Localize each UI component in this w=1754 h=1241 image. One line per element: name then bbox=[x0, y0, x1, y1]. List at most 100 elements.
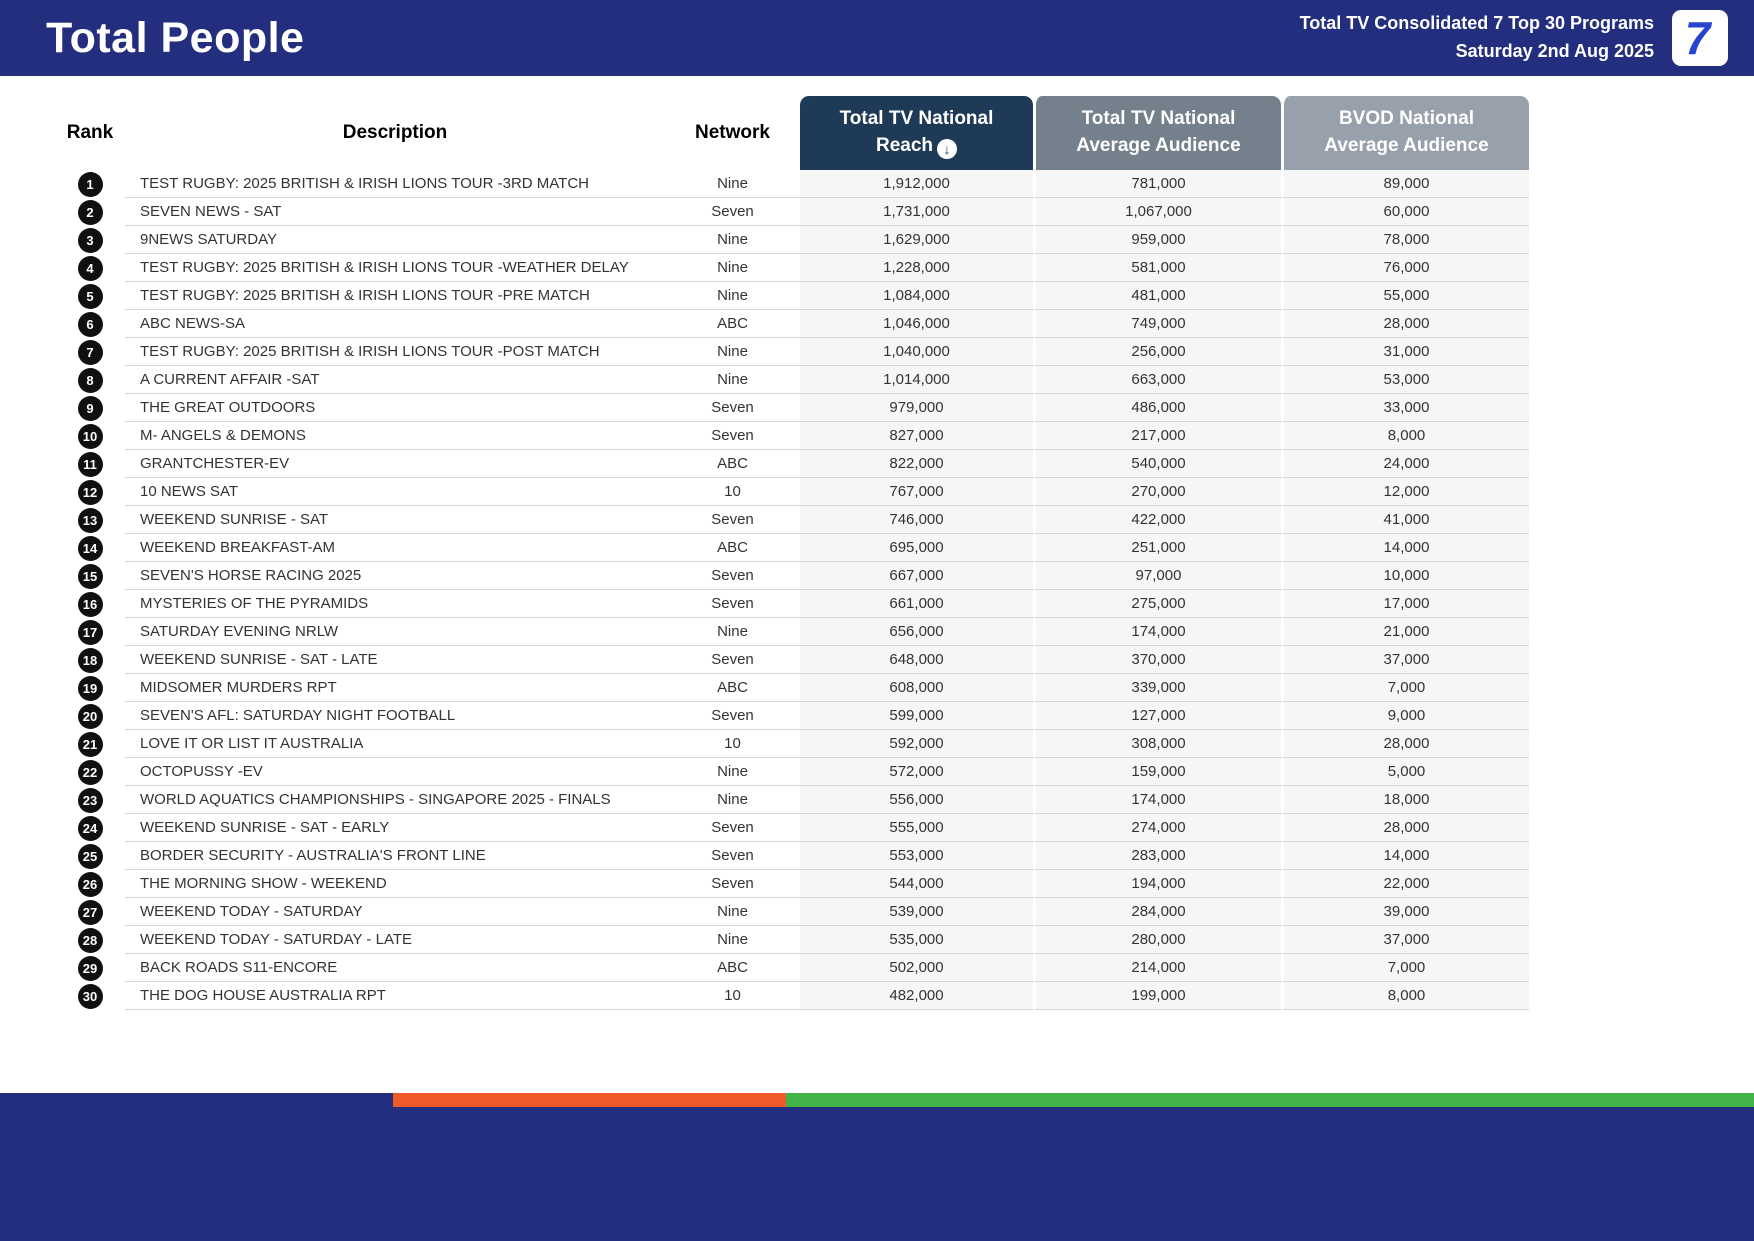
bvod-average-audience-cell: 21,000 bbox=[1281, 618, 1529, 646]
stripe-orange-segment bbox=[393, 1093, 786, 1107]
network-cell: Nine bbox=[665, 226, 800, 254]
rank-cell: 23 bbox=[55, 786, 125, 814]
total-tv-reach-cell: 1,040,000 bbox=[800, 338, 1033, 366]
top-banner: Total People Total TV Consolidated 7 Top… bbox=[0, 0, 1754, 76]
network-cell: ABC bbox=[665, 674, 800, 702]
total-tv-average-audience-cell: 486,000 bbox=[1033, 394, 1281, 422]
rank-badge: 24 bbox=[77, 815, 103, 841]
table-row: 16 MYSTERIES OF THE PYRAMIDS Seven 661,000 2… bbox=[55, 590, 1529, 618]
total-tv-reach-cell: 648,000 bbox=[800, 646, 1033, 674]
description-cell: BACK ROADS S11-ENCORE bbox=[125, 954, 665, 982]
rank-cell: 8 bbox=[55, 366, 125, 394]
network-cell: 10 bbox=[665, 730, 800, 758]
total-tv-average-audience-cell: 781,000 bbox=[1033, 170, 1281, 198]
network-cell: Seven bbox=[665, 394, 800, 422]
channel-seven-logo: 7 bbox=[1672, 10, 1728, 66]
total-tv-average-audience-cell: 174,000 bbox=[1033, 618, 1281, 646]
description-cell: THE DOG HOUSE AUSTRALIA RPT bbox=[125, 982, 665, 1010]
rank-badge: 29 bbox=[77, 955, 103, 981]
rank-badge: 28 bbox=[77, 927, 103, 953]
network-cell: Nine bbox=[665, 618, 800, 646]
description-cell: OCTOPUSSY -EV bbox=[125, 758, 665, 786]
total-tv-reach-cell: 599,000 bbox=[800, 702, 1033, 730]
rank-cell: 19 bbox=[55, 674, 125, 702]
bvod-average-audience-cell: 14,000 bbox=[1281, 842, 1529, 870]
table-row: 12 10 NEWS SAT 10 767,000 270,000 12,000 bbox=[55, 478, 1529, 506]
sort-descending-icon[interactable]: ↓ bbox=[937, 139, 958, 159]
rank-cell: 27 bbox=[55, 898, 125, 926]
network-cell: Seven bbox=[665, 814, 800, 842]
reach-header-line1: Total TV National bbox=[839, 108, 994, 130]
bvod-average-audience-cell: 17,000 bbox=[1281, 590, 1529, 618]
bvod-average-audience-cell: 55,000 bbox=[1281, 282, 1529, 310]
total-tv-average-audience-cell: 217,000 bbox=[1033, 422, 1281, 450]
footer-color-stripe bbox=[0, 1093, 1754, 1107]
bvod-average-audience-cell: 28,000 bbox=[1281, 310, 1529, 338]
description-cell: SEVEN NEWS - SAT bbox=[125, 198, 665, 226]
rank-cell: 11 bbox=[55, 450, 125, 478]
description-cell: SATURDAY EVENING NRLW bbox=[125, 618, 665, 646]
network-cell: Seven bbox=[665, 562, 800, 590]
bvod-average-audience-cell: 18,000 bbox=[1281, 786, 1529, 814]
table-row: 15 SEVEN'S HORSE RACING 2025 Seven 667,000 9… bbox=[55, 562, 1529, 590]
column-header-total-tv-reach[interactable]: Total TV National Reach ↓ bbox=[800, 96, 1033, 170]
table-row: 4 TEST RUGBY: 2025 BRITISH & IRISH LIONS … bbox=[55, 254, 1529, 282]
rank-cell: 24 bbox=[55, 814, 125, 842]
description-cell: WEEKEND SUNRISE - SAT bbox=[125, 506, 665, 534]
total-tv-reach-cell: 544,000 bbox=[800, 870, 1033, 898]
footer-navy-bar bbox=[0, 1107, 1754, 1241]
total-tv-reach-cell: 979,000 bbox=[800, 394, 1033, 422]
rank-cell: 14 bbox=[55, 534, 125, 562]
stripe-green-segment bbox=[786, 1093, 1754, 1107]
rank-cell: 17 bbox=[55, 618, 125, 646]
description-cell: TEST RUGBY: 2025 BRITISH & IRISH LIONS T… bbox=[125, 254, 665, 282]
bvod-average-audience-cell: 31,000 bbox=[1281, 338, 1529, 366]
description-cell: TEST RUGBY: 2025 BRITISH & IRISH LIONS T… bbox=[125, 338, 665, 366]
column-header-total-tv-average-audience: Total TV National Average Audience bbox=[1033, 96, 1281, 170]
rank-badge: 19 bbox=[77, 675, 103, 701]
total-tv-reach-cell: 539,000 bbox=[800, 898, 1033, 926]
network-cell: 10 bbox=[665, 982, 800, 1010]
total-tv-average-audience-cell: 214,000 bbox=[1033, 954, 1281, 982]
bvod-average-audience-cell: 28,000 bbox=[1281, 814, 1529, 842]
description-cell: WEEKEND SUNRISE - SAT - LATE bbox=[125, 646, 665, 674]
total-tv-reach-cell: 1,084,000 bbox=[800, 282, 1033, 310]
column-header-network: Network bbox=[665, 96, 800, 170]
network-cell: Seven bbox=[665, 702, 800, 730]
total-tv-reach-cell: 1,731,000 bbox=[800, 198, 1033, 226]
rank-cell: 10 bbox=[55, 422, 125, 450]
table-row: 13 WEEKEND SUNRISE - SAT Seven 746,000 422,0… bbox=[55, 506, 1529, 534]
network-cell: Seven bbox=[665, 506, 800, 534]
description-cell: WEEKEND TODAY - SATURDAY bbox=[125, 898, 665, 926]
total-tv-reach-cell: 553,000 bbox=[800, 842, 1033, 870]
rank-badge: 14 bbox=[77, 535, 103, 561]
table-row: 3 9NEWS SATURDAY Nine 1,629,000 959,000 78,00… bbox=[55, 226, 1529, 254]
rank-badge: 18 bbox=[77, 647, 103, 673]
rank-badge: 4 bbox=[77, 255, 103, 281]
network-cell: Nine bbox=[665, 282, 800, 310]
rank-badge: 23 bbox=[77, 787, 103, 813]
rank-badge: 11 bbox=[77, 451, 103, 477]
banner-right: Total TV Consolidated 7 Top 30 Programs … bbox=[1300, 10, 1728, 66]
total-tv-average-audience-cell: 370,000 bbox=[1033, 646, 1281, 674]
rank-badge: 21 bbox=[77, 731, 103, 757]
total-tv-average-audience-cell: 251,000 bbox=[1033, 534, 1281, 562]
network-cell: Seven bbox=[665, 842, 800, 870]
report-subtitle-line1: Total TV Consolidated 7 Top 30 Programs bbox=[1299, 13, 1654, 34]
avg-header-line1: Total TV National bbox=[1081, 108, 1236, 130]
bvod-average-audience-cell: 22,000 bbox=[1281, 870, 1529, 898]
table-row: 8 A CURRENT AFFAIR -SAT Nine 1,014,000 663,0… bbox=[55, 366, 1529, 394]
table-row: 11 GRANTCHESTER-EV ABC 822,000 540,000 24,000 bbox=[55, 450, 1529, 478]
description-cell: GRANTCHESTER-EV bbox=[125, 450, 665, 478]
rank-cell: 22 bbox=[55, 758, 125, 786]
network-cell: Seven bbox=[665, 870, 800, 898]
bvod-average-audience-cell: 28,000 bbox=[1281, 730, 1529, 758]
rank-cell: 13 bbox=[55, 506, 125, 534]
total-tv-average-audience-cell: 127,000 bbox=[1033, 702, 1281, 730]
total-tv-reach-cell: 592,000 bbox=[800, 730, 1033, 758]
column-header-description: Description bbox=[125, 96, 665, 170]
top-30-programs-table: Rank Description Network Total TV Nation… bbox=[55, 96, 1529, 1010]
bvod-average-audience-cell: 76,000 bbox=[1281, 254, 1529, 282]
rank-badge: 3 bbox=[77, 227, 103, 253]
stripe-navy-segment bbox=[0, 1093, 393, 1107]
